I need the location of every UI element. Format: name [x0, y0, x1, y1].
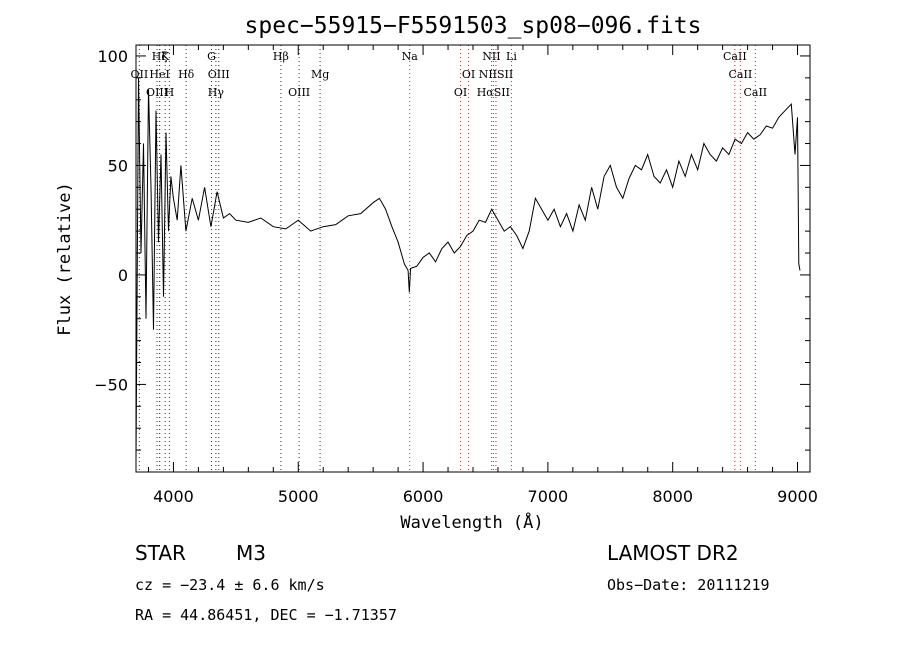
- line-marker-label-14: NIISII: [479, 68, 514, 81]
- y-tick-label-1: 50: [108, 156, 128, 175]
- chart-title: spec−55915−F5591503_sp08−096.fits: [245, 13, 702, 39]
- object-class: STAR: [135, 541, 186, 565]
- line-marker-label-11: OIII: [208, 68, 230, 81]
- line-marker-label-8: OII: [131, 68, 149, 81]
- line-marker-label-12: Mg: [311, 68, 329, 81]
- x-tick-label-5: 9000: [777, 487, 818, 506]
- obs-date-text: Obs−Date: 20111219: [607, 576, 770, 594]
- x-tick-label-1: 5000: [278, 487, 319, 506]
- x-tick-label-4: 8000: [652, 487, 693, 506]
- line-marker-label-10: Hδ: [178, 68, 195, 81]
- line-marker-label-4: Na: [402, 50, 419, 63]
- line-marker-label-0: Hζ: [152, 50, 168, 63]
- line-marker-label-7: CaII: [723, 50, 747, 63]
- line-marker-label-5: NII: [482, 50, 500, 63]
- line-marker-label-19: OIII: [288, 86, 310, 99]
- coordinates-text: RA = 44.86451, DEC = −1.71357: [135, 606, 397, 624]
- x-tick-label-3: 7000: [528, 487, 569, 506]
- line-marker-label-13: OI: [462, 68, 475, 81]
- x-tick-label-2: 6000: [403, 487, 444, 506]
- line-marker-label-2: G: [207, 50, 216, 63]
- axis-ticks: 4000 5000 6000 7000 8000 9000 100 50 0 −50: [94, 45, 818, 506]
- line-marker-label-1: K: [161, 50, 170, 63]
- y-tick-label-2: 0: [118, 266, 128, 285]
- redshift-text: cz = −23.4 ± 6.6 km/s: [135, 576, 325, 594]
- line-marker-label-17: H: [165, 86, 175, 99]
- object-subclass: M3: [236, 541, 266, 565]
- series-layer: [135, 77, 801, 462]
- survey-name: LAMOST DR2: [607, 541, 739, 565]
- line-marker-label-21: HαSII: [477, 86, 510, 99]
- x-tick-label-0: 4000: [153, 487, 194, 506]
- line-marker-label-15: CaII: [729, 68, 753, 81]
- line-marker-label-22: CaII: [743, 86, 767, 99]
- y-tick-label-0: 100: [97, 47, 128, 66]
- line-marker-label-6: Li: [506, 50, 517, 63]
- line-marker-label-16: OIII: [146, 86, 168, 99]
- line-marker-label-20: OI: [454, 86, 467, 99]
- line-marker-label-9: HeI: [149, 68, 169, 81]
- x-axis-label: Wavelength (Å): [400, 511, 543, 533]
- spectrum-line-0: [135, 77, 801, 462]
- y-axis-label: Flux (relative): [55, 182, 75, 336]
- plot-frame: [135, 44, 811, 473]
- y-tick-label-3: −50: [94, 375, 128, 394]
- line-marker-label-3: Hβ: [273, 50, 289, 63]
- line-marker-label-18: Hγ: [208, 86, 225, 99]
